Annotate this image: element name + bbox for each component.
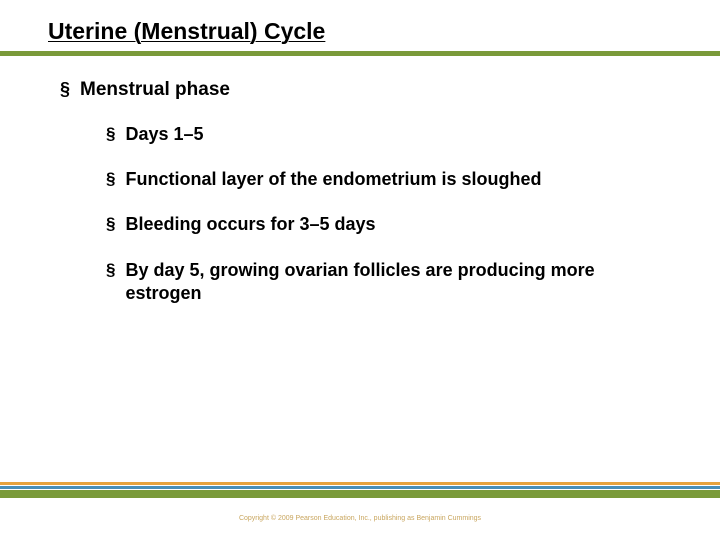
content-area: § Menstrual phase § Days 1–5 § Functiona… [0,56,720,306]
accent-bar-green [0,490,720,498]
slide: Uterine (Menstrual) Cycle § Menstrual ph… [0,0,720,540]
bullet-text: Bleeding occurs for 3–5 days [125,213,375,236]
bullet-icon: § [60,78,70,101]
list-item: § Bleeding occurs for 3–5 days [106,213,660,236]
title-area: Uterine (Menstrual) Cycle [0,0,720,45]
accent-bar-orange [0,482,720,485]
bullet-text: By day 5, growing ovarian follicles are … [125,259,645,306]
copyright-text: Copyright © 2009 Pearson Education, Inc.… [0,515,720,522]
list-item: § Menstrual phase [60,78,660,103]
slide-title: Uterine (Menstrual) Cycle [48,18,720,45]
list-item: § Functional layer of the endometrium is… [106,168,660,191]
bullet-text: Days 1–5 [125,123,203,146]
accent-bar-blue [0,486,720,489]
bullet-icon: § [106,168,115,190]
sublist: § Days 1–5 § Functional layer of the end… [60,123,660,306]
bullet-icon: § [106,123,115,145]
list-item: § By day 5, growing ovarian follicles ar… [106,259,660,306]
footer-accent-bars [0,482,720,498]
bullet-text: Functional layer of the endometrium is s… [125,168,541,191]
heading-text: Menstrual phase [80,78,230,103]
bullet-icon: § [106,259,115,281]
list-item: § Days 1–5 [106,123,660,146]
bullet-icon: § [106,213,115,235]
